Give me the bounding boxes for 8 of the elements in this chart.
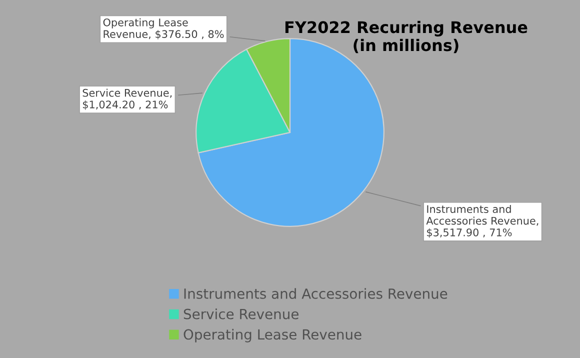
data-label: Operating Lease Revenue, $376.50 , 8% xyxy=(103,18,224,40)
data-label: Service Revenue, $1,024.20 , 21% xyxy=(82,88,172,110)
pie-slice xyxy=(198,38,384,227)
legend-label: Operating Lease Revenue xyxy=(184,328,362,342)
text: FY2022 Recurring Revenue (in millions) xyxy=(285,20,528,54)
legend-label: Service Revenue xyxy=(184,308,298,320)
data-label: Instruments and Accessories Revenue, $3,517.90 , 71% xyxy=(426,204,538,238)
legend-label: Instruments and Accessories Revenue xyxy=(184,288,448,299)
